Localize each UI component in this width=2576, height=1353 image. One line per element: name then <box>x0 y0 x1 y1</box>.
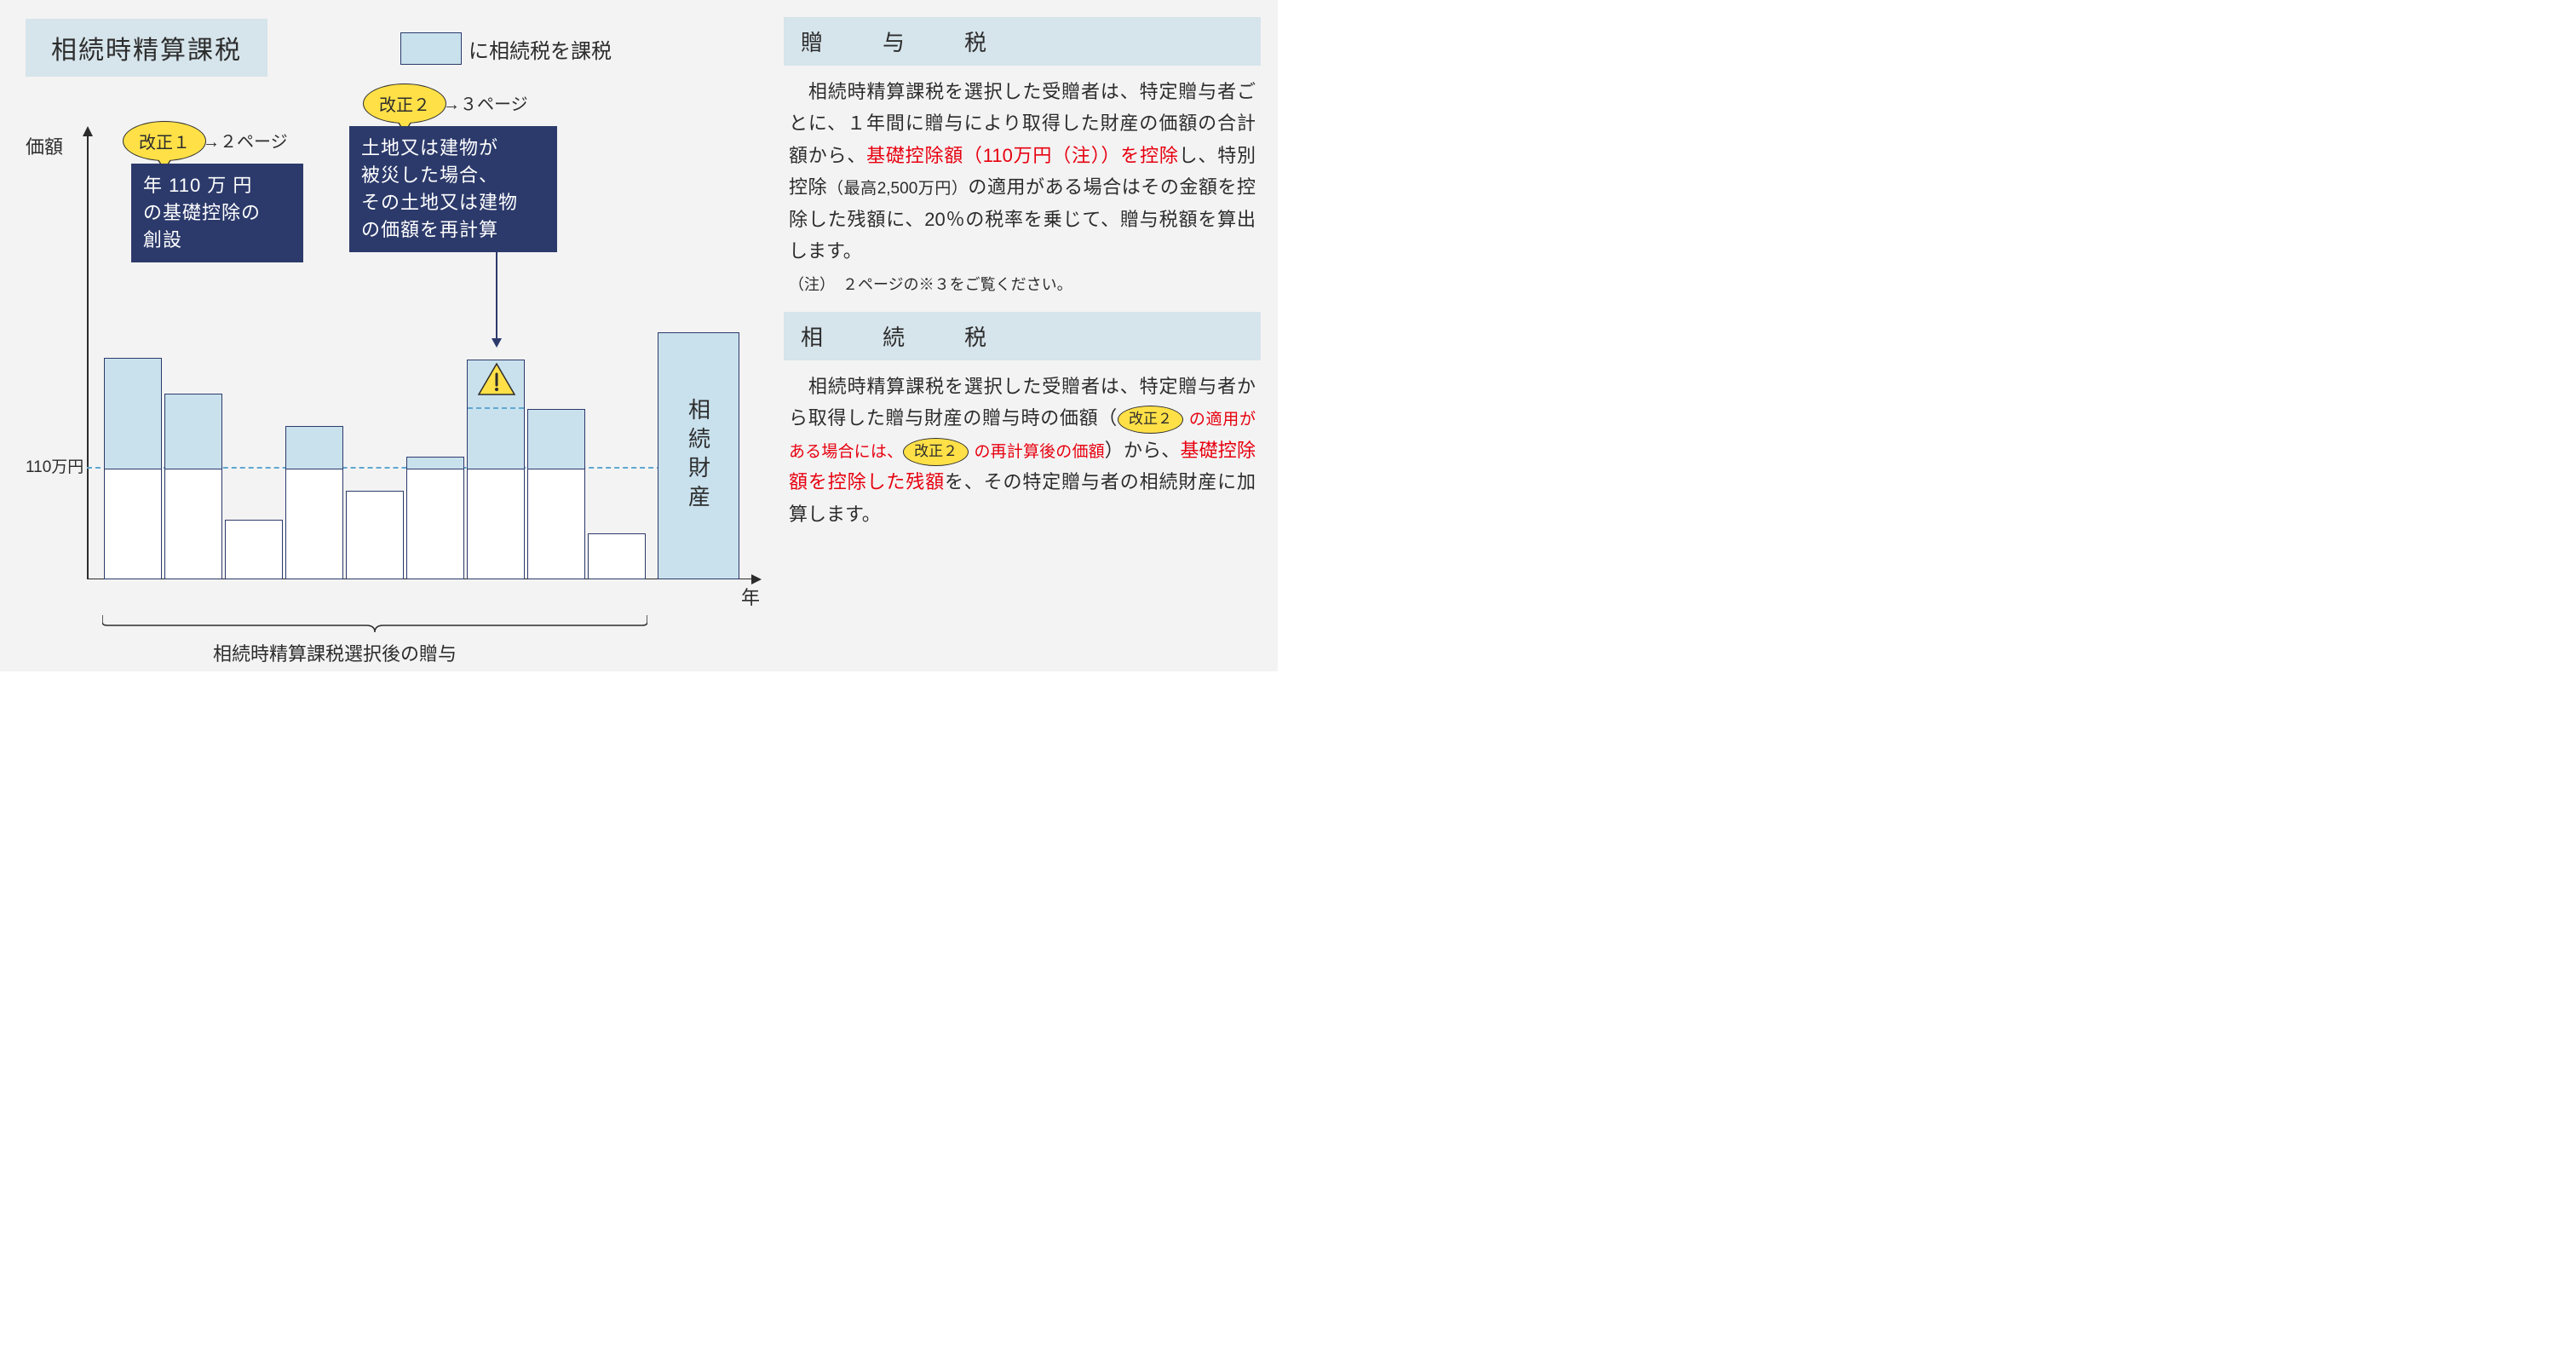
bar-3 <box>225 520 283 579</box>
kaisei2-line4: の価額を再計算 <box>361 216 545 244</box>
final-bar: 相続財産 <box>658 332 739 579</box>
brace-label: 相続時精算課税選択後の贈与 <box>213 639 457 666</box>
inh-pre: 相続時精算課税を選択した受贈者は、特定贈与者から取得した贈与財産の贈与時の価額（ <box>789 376 1256 429</box>
y-axis <box>87 128 89 579</box>
kaisei2-callout: 土地又は建物が 被災した場合、 その土地又は建物 の価額を再計算 <box>349 126 557 252</box>
kaisei2-line2: 被災した場合、 <box>361 162 545 189</box>
kaisei1-page: →２ページ <box>203 128 288 153</box>
kaisei1-line2: の基礎控除の <box>143 199 291 227</box>
bar-9 <box>588 533 646 579</box>
y-tick-label: 110万円 <box>26 454 83 477</box>
inh-mid1: ）から、 <box>1105 440 1181 461</box>
gift-tax-body: 相続時精算課税を選択した受贈者は、特定贈与者ごとに、１年間に贈与により取得した財… <box>784 76 1261 312</box>
kaisei2-bubble: 改正２ <box>363 83 446 124</box>
x-axis-label: 年 <box>741 583 760 610</box>
y-axis-label: 価額 <box>26 132 63 159</box>
inh-bubble2: 改正２ <box>903 438 969 466</box>
inh-tax-body: 相続時精算課税を選択した受贈者は、特定贈与者から取得した贈与財産の贈与時の価額（… <box>784 371 1261 544</box>
page: 相続時精算課税 に相続税を課税 価額 110万円 相続財産 改正１ →２ページ … <box>0 0 1278 671</box>
inh-red-inline2: の再計算後の価額 <box>974 443 1104 461</box>
bar-5 <box>346 491 404 579</box>
bar-1 <box>104 358 162 579</box>
legend: に相続税を課税 <box>400 32 612 65</box>
gift-paren1: （最高2,500万円） <box>827 180 968 198</box>
kaisei2-line1: 土地又は建物が <box>361 135 545 162</box>
bar-2 <box>164 394 222 579</box>
legend-label: に相続税を課税 <box>469 34 612 64</box>
kaisei1-bubble: 改正１ <box>123 121 206 161</box>
kaisei2-line3: その土地又は建物 <box>361 189 545 216</box>
brace <box>102 613 647 634</box>
kaisei1-line1: 年 110 万 円 <box>143 172 291 199</box>
plot-area: 相続財産 改正１ →２ページ 年 110 万 円 の基礎控除の 創設 改正２ →… <box>87 128 760 579</box>
kaisei1-callout: 年 110 万 円 の基礎控除の 創設 <box>131 164 303 262</box>
inh-tax-header: 相 続 税 <box>784 312 1261 360</box>
kaisei2-page: →３ページ <box>443 90 528 115</box>
kaisei1-line3: 創設 <box>143 227 291 254</box>
chart: 価額 110万円 相続財産 改正１ →２ページ 年 110 万 円 の基礎控除の… <box>26 77 775 656</box>
legend-swatch <box>400 32 462 65</box>
kaisei2-arrow <box>496 247 497 346</box>
gift-note: （注） ２ページの※３をご覧ください。 <box>789 272 1256 298</box>
bar-6 <box>406 457 464 579</box>
gift-tax-header: 贈 与 税 <box>784 17 1261 66</box>
inh-bubble1: 改正２ <box>1118 406 1183 434</box>
bar-4 <box>285 426 343 579</box>
warning-icon <box>477 362 516 400</box>
bar-8 <box>527 409 585 579</box>
page-title: 相続時精算課税 <box>26 19 267 77</box>
right-panel: 贈 与 税 相続時精算課税を選択した受贈者は、特定贈与者ごとに、１年間に贈与によ… <box>784 17 1261 544</box>
gift-red1: 基礎控除額（110万円（注））を控除 <box>866 145 1179 166</box>
